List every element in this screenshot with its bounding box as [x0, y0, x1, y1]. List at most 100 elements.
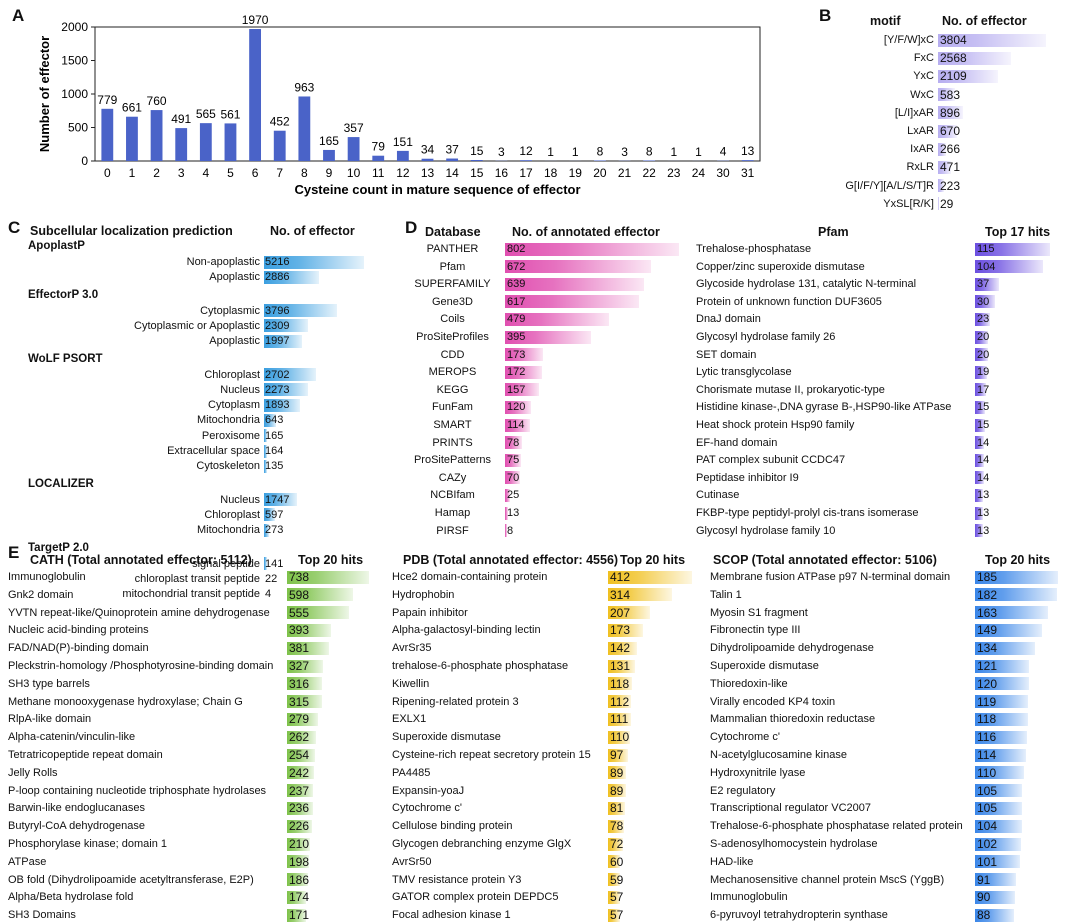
localization-label: Nucleus [220, 383, 260, 396]
pfam-label: Histidine kinase-,DNA gyrase B-,HSP90-li… [696, 401, 952, 414]
scop-value: 121 [977, 659, 998, 673]
bar-value-label: 779 [97, 93, 117, 107]
scop-label: S-adenosylhomocystein hydrolase [710, 838, 878, 850]
x-tick-label: 30 [716, 166, 730, 180]
y-tick-label: 1500 [61, 54, 88, 68]
x-tick-label: 11 [372, 166, 385, 180]
motif-value: 2109 [940, 69, 967, 84]
pdb-value: 89 [610, 765, 624, 780]
localization-bar [264, 459, 267, 473]
pfam-label: PAT complex subunit CCDC47 [696, 454, 846, 467]
pdb-label: AvrSr50 [392, 855, 432, 868]
bar-value-label: 8 [646, 144, 653, 158]
cath-value: 198 [289, 854, 310, 869]
pfam-value: 13 [977, 489, 990, 502]
cath-value: 393 [289, 623, 310, 638]
pdb-label: Hce2 domain-containing protein [392, 571, 548, 583]
cath-bar [287, 908, 306, 922]
pdb-value: 60 [610, 854, 624, 869]
scop-value: 149 [977, 623, 998, 638]
cath-bar [287, 784, 314, 798]
scop-bar [975, 837, 1021, 851]
x-tick-label: 22 [642, 166, 656, 180]
cath-label: Immunoglobulin [8, 571, 86, 583]
bar-value-label: 4 [720, 145, 727, 159]
bar-cys-17 [520, 160, 532, 161]
pfam-value: 14 [977, 454, 990, 467]
localization-label: Peroxisome [201, 429, 260, 442]
pfam-label: Glycosyl hydrolase family 10 [696, 524, 836, 537]
scop-value: 116 [977, 730, 997, 745]
database-label: SMART [433, 419, 472, 431]
pdb-label: Glycogen debranching enzyme GlgX [392, 838, 572, 850]
localization-value: 1747 [265, 493, 290, 506]
scop-value: 119 [977, 694, 997, 709]
scop-label: Superoxide dismutase [710, 660, 819, 672]
x-tick-label: 1 [129, 166, 136, 180]
localization-label: Extracellular space [167, 445, 260, 457]
motif-label: G[I/F/Y][A/L/S/T]R [845, 179, 934, 192]
cath-label: Jelly Rolls [8, 766, 58, 779]
pfam-label: Copper/zinc superoxide dismutase [696, 260, 865, 273]
cath-bar [287, 730, 317, 744]
database-value: 672 [507, 260, 526, 273]
x-tick-label: 23 [667, 166, 681, 180]
x-tick-label: 15 [470, 166, 484, 180]
scop-value: 120 [977, 676, 998, 691]
scop-bar [975, 659, 1030, 673]
pdb-label: Kiwellin [392, 677, 430, 690]
cath-value: 381 [289, 641, 310, 656]
scop-label: Hydroxynitrile lyase [710, 766, 806, 779]
x-tick-label: 8 [301, 166, 308, 180]
pdb-bar [608, 819, 624, 833]
pfam-value: 20 [977, 331, 990, 343]
bar-value-label: 1 [670, 145, 677, 159]
localization-label: Apoplastic [209, 335, 260, 348]
pdb-bar [608, 748, 628, 762]
scop-value: 185 [977, 570, 998, 584]
localization-bar [264, 255, 364, 269]
motif-label: IxAR [910, 143, 934, 156]
scop-bar [975, 766, 1025, 780]
cath-label: RlpA-like domain [8, 713, 92, 726]
database-bar [505, 524, 507, 538]
pfam-bar [975, 524, 984, 538]
pdb-value: 412 [610, 570, 631, 584]
bar-cys-20 [593, 160, 606, 161]
bar-value-label: 963 [294, 80, 314, 94]
cath-bar [287, 659, 324, 673]
x-tick-label: 3 [178, 166, 185, 180]
x-axis-title: Cysteine count in mature sequence of eff… [294, 182, 580, 197]
pdb-value: 142 [610, 641, 631, 656]
localization-method-name: ApoplastP [28, 240, 85, 252]
bar-cys-31 [741, 160, 754, 161]
pdb-bar [608, 784, 627, 798]
x-tick-label: 16 [495, 166, 509, 180]
pdb-label: PA4485 [392, 766, 431, 779]
pdb-label: EXLX1 [392, 713, 427, 726]
localization-count-header: No. of effector [270, 224, 355, 238]
motif-bar [938, 33, 1046, 47]
scop-bar [975, 606, 1049, 620]
motif-label: WxC [910, 88, 934, 101]
localization-label: Non-apoplastic [186, 256, 260, 268]
localization-value: 165 [265, 429, 284, 442]
database-value: 173 [507, 348, 526, 361]
motif-header: motif [870, 14, 901, 28]
localization-value: 273 [265, 524, 284, 537]
scop-value: 182 [977, 587, 998, 602]
cath-bar [287, 801, 314, 815]
database-bar [505, 453, 522, 467]
database-bar [505, 348, 543, 362]
pdb-bar [608, 588, 673, 602]
cath-label: Tetratricopeptide repeat domain [8, 749, 163, 761]
cath-bar [287, 837, 311, 851]
scop-label: Transcriptional regulator VC2007 [710, 802, 872, 815]
bar-value-label: 1970 [242, 13, 269, 27]
pfam-label: Peptidase inhibitor I9 [696, 471, 799, 484]
localization-label: Chloroplast [204, 508, 260, 521]
pdb-label: GATOR complex protein DEPDC5 [392, 891, 559, 904]
scop-label: Myosin S1 fragment [710, 606, 808, 619]
pdb-value: 72 [610, 837, 624, 851]
localization-label: Cytoplasmic or Apoplastic [134, 319, 260, 332]
